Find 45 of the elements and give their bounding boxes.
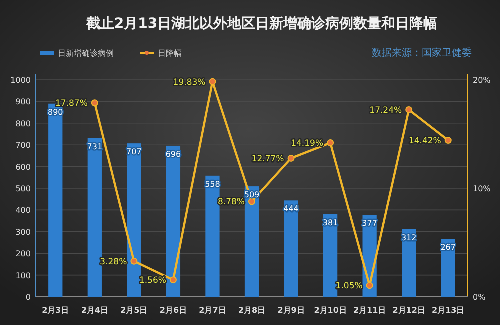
y-tick-label: 300	[16, 228, 31, 237]
data-label: 14.19%	[291, 139, 324, 150]
x-tick-label: 2月4日	[81, 306, 108, 315]
y-tick-label: 200	[16, 250, 31, 259]
data-label: 707	[126, 148, 142, 157]
y-tick-label: 100	[16, 271, 31, 280]
x-tick-label: 2月12日	[392, 306, 426, 315]
y-tick-label: 1000	[10, 76, 31, 85]
chart-title: 截止2月13日湖北以外地区日新增确诊病例数量和日降幅	[85, 15, 438, 32]
data-label: 381	[322, 218, 338, 228]
x-tick-label: 2月11日	[353, 306, 386, 315]
y-tick-label: 0	[26, 293, 31, 302]
source-note: 数据来源：国家卫健委	[372, 47, 472, 59]
data-label: 267	[440, 243, 456, 252]
y2-tick-label: 10%	[473, 184, 492, 194]
data-label: 17.87%	[55, 99, 88, 110]
legend-label: 日新增确诊病例	[58, 49, 114, 58]
y2-tick-label: 20%	[473, 76, 492, 85]
x-tick-label: 2月8日	[238, 306, 266, 315]
x-tick-label: 2月3日	[42, 306, 70, 315]
y2-tick-label: 0%	[473, 293, 486, 302]
data-label: 12.77%	[252, 154, 284, 164]
data-label: 312	[401, 233, 417, 242]
data-label: 377	[362, 219, 378, 228]
data-label: 14.42%	[408, 136, 442, 147]
x-tick-label: 2月13日	[432, 306, 465, 315]
y-tick-label: 900	[16, 98, 31, 107]
legend-label: 日降幅	[158, 49, 182, 58]
data-label: 17.24%	[370, 106, 402, 116]
x-tick-label: 2月9日	[278, 306, 305, 315]
x-tick-label: 2月7日	[199, 306, 226, 315]
x-tick-label: 2月6日	[160, 306, 188, 315]
data-label: 444	[284, 204, 299, 214]
y-tick-label: 500	[16, 184, 31, 194]
data-label: 19.83%	[173, 78, 206, 88]
x-tick-label: 2月10日	[314, 306, 347, 315]
data-label: 731	[87, 142, 103, 152]
x-tick-label: 2月5日	[120, 306, 148, 315]
y-tick-label: 800	[16, 119, 31, 128]
y-tick-label: 700	[16, 141, 31, 150]
data-label: 890	[48, 108, 64, 117]
y-tick-label: 600	[16, 162, 31, 172]
data-label: 696	[166, 150, 182, 159]
y-tick-label: 400	[16, 206, 31, 216]
data-label: 558	[205, 180, 220, 189]
